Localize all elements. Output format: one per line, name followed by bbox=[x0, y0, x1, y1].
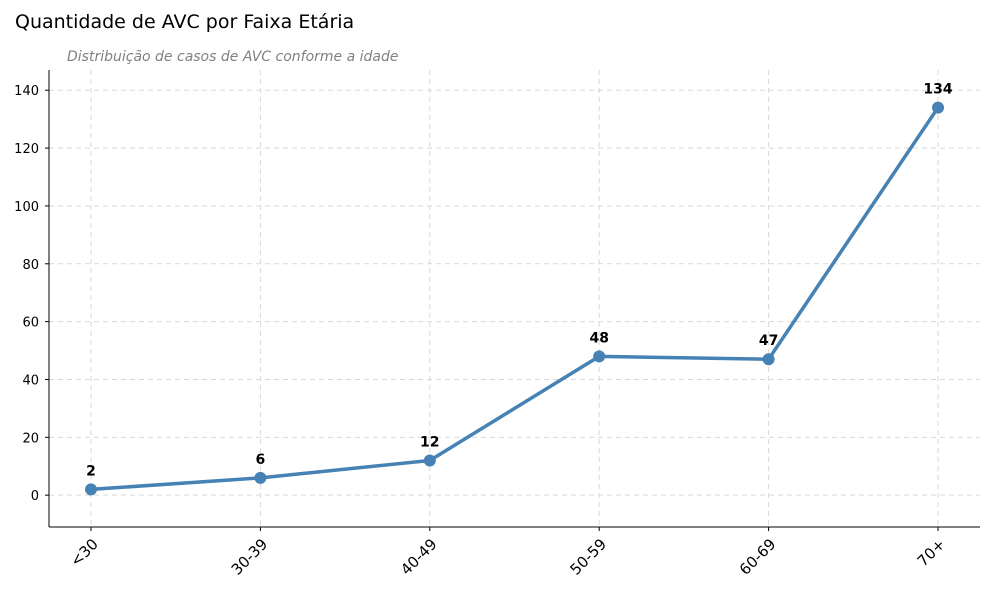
data-label-2: 12 bbox=[420, 434, 439, 450]
data-point-5 bbox=[932, 101, 944, 114]
xtick-label-2: 40-49 bbox=[397, 535, 441, 579]
data-label-3: 48 bbox=[589, 330, 608, 346]
axes bbox=[48, 70, 980, 528]
ytick-label-0: 0 bbox=[31, 489, 39, 504]
data-point-4 bbox=[762, 353, 775, 366]
ytick-label-3: 60 bbox=[22, 316, 39, 331]
data-point-2 bbox=[423, 454, 436, 467]
ytick-label-4: 80 bbox=[22, 258, 39, 273]
data-point-0 bbox=[85, 483, 97, 496]
ytick-label-5: 100 bbox=[14, 200, 39, 215]
data-label-0: 2 bbox=[86, 463, 96, 479]
data-label-4: 47 bbox=[759, 333, 778, 349]
ytick-label-6: 120 bbox=[14, 142, 39, 157]
data-labels: 2 6 12 48 47 134 bbox=[86, 82, 953, 480]
xtick-label-5: 70+ bbox=[914, 535, 949, 570]
x-axis-ticks: <30 30-39 40-49 50-59 60-69 70+ bbox=[67, 527, 949, 579]
series bbox=[85, 101, 944, 496]
ytick-label-1: 20 bbox=[22, 431, 39, 446]
data-label-5: 134 bbox=[923, 82, 952, 98]
ytick-label-7: 140 bbox=[14, 84, 39, 99]
data-label-1: 6 bbox=[256, 452, 266, 468]
grid bbox=[49, 70, 980, 527]
xtick-label-0: <30 bbox=[67, 535, 102, 570]
data-point-3 bbox=[593, 350, 606, 363]
series-line-0 bbox=[89, 105, 940, 492]
chart-subtitle: Distribuição de casos de AVC conforme a … bbox=[67, 49, 398, 65]
chart-title: Quantidade de AVC por Faixa Etária bbox=[15, 11, 354, 33]
xtick-label-4: 60-69 bbox=[736, 535, 780, 579]
ytick-label-2: 40 bbox=[22, 373, 39, 388]
xtick-label-3: 50-59 bbox=[566, 535, 610, 579]
xtick-label-1: 30-39 bbox=[228, 535, 272, 579]
y-axis-ticks: 0 20 40 60 80 100 120 140 bbox=[14, 84, 49, 504]
data-point-1 bbox=[254, 471, 267, 484]
